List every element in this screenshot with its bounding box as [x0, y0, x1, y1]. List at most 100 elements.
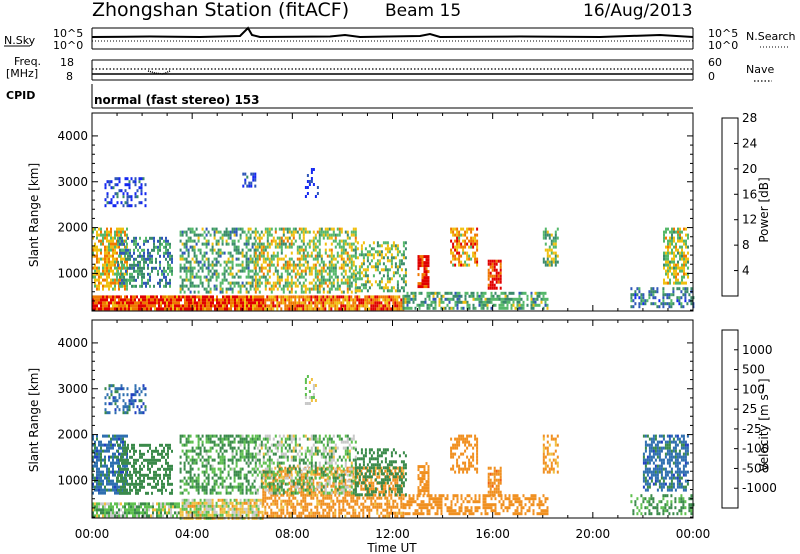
echo-cell [670, 500, 673, 504]
echo-cell [687, 275, 689, 279]
echo-cell [316, 301, 319, 305]
echo-cell [141, 281, 143, 285]
echo-cell [119, 281, 121, 285]
echo-cell [348, 505, 351, 509]
echo-cell [308, 230, 311, 234]
echo-cell [140, 304, 142, 308]
echo-cell [159, 284, 161, 288]
echo-cell [352, 493, 355, 497]
echo-cell [249, 269, 252, 273]
echo-cell [672, 287, 675, 291]
echo-cell [344, 272, 347, 276]
echo-cell [470, 227, 473, 231]
echo-cell [161, 242, 163, 246]
echo-cell [189, 227, 192, 231]
echo-cell [374, 304, 377, 308]
echo-cell [368, 295, 371, 299]
echo-cell [212, 301, 214, 305]
echo-cell [448, 306, 451, 310]
echo-cell [286, 281, 289, 285]
echo-cell [135, 278, 137, 282]
echo-cell [352, 269, 355, 273]
echo-cell [213, 269, 216, 273]
echo-cell [237, 513, 240, 517]
echo-cell [370, 469, 373, 473]
echo-cell [518, 294, 521, 298]
echo-cell [392, 286, 395, 290]
echo-cell [502, 297, 505, 301]
echo-cell [189, 504, 192, 508]
echo-cell [528, 500, 531, 504]
echo-cell [262, 251, 265, 255]
echo-cell [372, 496, 375, 500]
echo-cell [298, 275, 301, 279]
echo-cell [440, 306, 443, 310]
echo-cell [215, 287, 218, 291]
echo-cell [253, 498, 256, 502]
echo-cell [662, 305, 665, 309]
echo-cell [112, 239, 114, 243]
echo-cell [247, 498, 250, 502]
echo-cell [470, 509, 473, 513]
echo-cell [220, 307, 222, 311]
echo-cell [330, 469, 333, 473]
echo-cell [430, 291, 433, 295]
echo-cell [188, 295, 190, 299]
echo-cell [472, 242, 475, 246]
echo-cell [410, 306, 413, 310]
echo-cell [300, 511, 303, 515]
echo-cell [320, 502, 323, 506]
echo-cell [253, 278, 256, 282]
echo-cell [148, 298, 150, 302]
echo-cell [666, 302, 669, 306]
echo-cell [221, 507, 224, 511]
echo-cell [229, 269, 232, 273]
echo-cell [352, 472, 355, 476]
echo-cell [360, 250, 363, 254]
echo-cell [250, 295, 252, 299]
echo-cell [262, 295, 265, 299]
echo-cell [256, 257, 259, 261]
echo-cell [338, 481, 341, 485]
echo-cell [324, 496, 327, 500]
echo-cell [187, 501, 190, 505]
echo-cell [92, 449, 94, 453]
echo-cell [460, 245, 463, 249]
echo-cell [262, 233, 265, 237]
echo-cell [225, 260, 228, 264]
echo-cell [129, 266, 131, 270]
echo-cell [104, 260, 106, 264]
echo-cell [134, 307, 136, 311]
echo-cell [346, 502, 349, 506]
echo-cell [450, 239, 453, 243]
echo-cell [488, 503, 491, 507]
echo-cell [264, 260, 267, 264]
echo-cell [114, 204, 117, 208]
echo-cell [276, 278, 279, 282]
echo-cell [288, 290, 291, 294]
echo-cell [438, 303, 441, 307]
echo-cell [372, 502, 375, 506]
echo-cell [474, 242, 477, 246]
echo-cell [320, 301, 323, 305]
echo-cell [677, 233, 679, 237]
echo-cell [288, 236, 291, 240]
echo-cell [336, 469, 339, 473]
echo-cell [444, 291, 447, 295]
echo-cell [158, 511, 160, 515]
echo-cell [187, 278, 190, 282]
echo-cell [362, 286, 365, 290]
echo-cell [532, 494, 535, 498]
echo-cell [163, 239, 165, 243]
echo-cell [390, 496, 393, 500]
echo-cell [202, 298, 204, 302]
echo-cell [168, 301, 170, 305]
echo-cell [340, 304, 343, 308]
echo-cell [262, 502, 265, 506]
echo-cell [168, 295, 170, 299]
echo-cell [423, 279, 426, 283]
echo-cell [374, 307, 377, 311]
echo-cell [181, 287, 184, 291]
echo-cell [438, 297, 441, 301]
echo-cell [460, 506, 463, 510]
